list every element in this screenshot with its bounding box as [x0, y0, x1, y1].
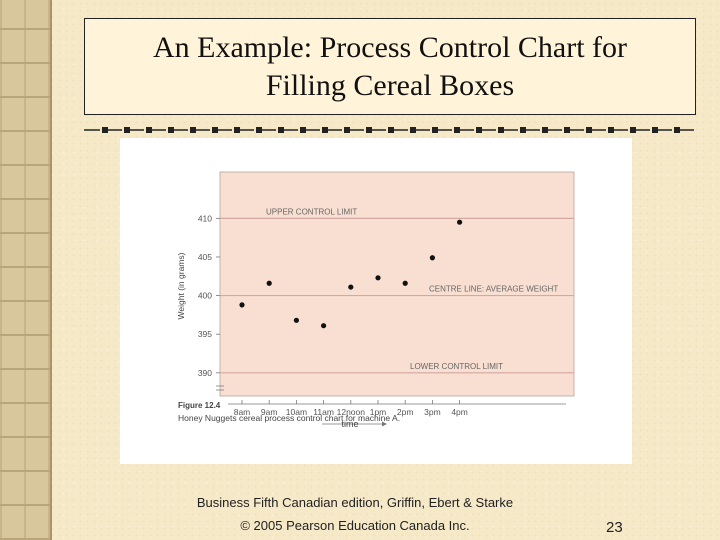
- footer-copyright: © 2005 Pearson Education Canada Inc.: [240, 518, 470, 533]
- data-point: [293, 317, 299, 323]
- x-tick-label: 12noon: [337, 407, 366, 417]
- y-tick-label: 405: [198, 252, 212, 262]
- data-point: [266, 280, 272, 286]
- chart-figure: UPPER CONTROL LIMIT CENTRE LINE: AVERAGE …: [120, 138, 632, 464]
- data-point: [402, 280, 408, 286]
- reference-line-label: CENTRE LINE: AVERAGE WEIGHT: [429, 285, 558, 294]
- divider-dot: [344, 127, 350, 133]
- divider-dot: [212, 127, 218, 133]
- process-control-chart: UPPER CONTROL LIMIT CENTRE LINE: AVERAGE …: [176, 171, 575, 429]
- x-tick-label: 11am: [313, 407, 334, 417]
- divider-dot: [388, 127, 394, 133]
- divider-dot: [300, 127, 306, 133]
- dashed-divider: [84, 127, 696, 133]
- reference-line-label: LOWER CONTROL LIMIT: [410, 362, 503, 371]
- figure-label: Figure 12.4: [178, 401, 221, 410]
- y-tick-label: 395: [198, 329, 212, 339]
- reference-line-label: UPPER CONTROL LIMIT: [266, 207, 357, 216]
- figure-caption: Honey Nuggets cereal process control cha…: [178, 413, 400, 423]
- x-tick-label: 4pm: [451, 407, 468, 417]
- divider-dot: [322, 127, 328, 133]
- data-point: [321, 323, 327, 329]
- divider-dot: [256, 127, 262, 133]
- y-tick-label: 390: [198, 368, 212, 378]
- divider-dot: [234, 127, 240, 133]
- divider-dot: [608, 127, 614, 133]
- time-arrow-head: [382, 421, 387, 427]
- footer-book-credit: Business Fifth Canadian edition, Griffin…: [196, 495, 514, 510]
- data-point: [375, 275, 381, 281]
- axis-break-mark: [216, 385, 224, 391]
- x-tick-label: 1pm: [370, 407, 387, 417]
- divider-dot: [146, 127, 152, 133]
- slide-title: An Example: Process Control Chart for Fi…: [152, 30, 628, 102]
- divider-dot: [520, 127, 526, 133]
- data-point: [429, 255, 435, 261]
- x-axis-label: time: [341, 419, 358, 429]
- divider-dot: [498, 127, 504, 133]
- title-box: An Example: Process Control Chart for Fi…: [84, 18, 696, 115]
- divider-dot: [674, 127, 680, 133]
- y-tick-label: 400: [198, 291, 212, 301]
- x-tick-label: 10am: [286, 407, 307, 417]
- plot-area: [219, 171, 575, 397]
- y-tick-label: 410: [198, 213, 212, 223]
- page-number: 23: [606, 519, 623, 536]
- divider-dot: [630, 127, 636, 133]
- divider-dot: [410, 127, 416, 133]
- data-point: [457, 219, 463, 225]
- x-tick-label: 3pm: [424, 407, 441, 417]
- divider-dot: [564, 127, 570, 133]
- x-tick-label: 8am: [234, 407, 251, 417]
- decorative-left-border: [0, 0, 52, 540]
- divider-dot: [586, 127, 592, 133]
- data-point: [348, 284, 354, 290]
- divider-dot: [102, 127, 108, 133]
- x-tick-label: 2pm: [397, 407, 414, 417]
- divider-dot: [168, 127, 174, 133]
- divider-dot: [124, 127, 130, 133]
- divider-dot: [278, 127, 284, 133]
- x-tick-label: 9am: [261, 407, 278, 417]
- divider-dot: [652, 127, 658, 133]
- divider-dot: [454, 127, 460, 133]
- data-point: [239, 302, 245, 308]
- y-axis-label: Weight (in grams): [176, 252, 186, 319]
- divider-dot: [542, 127, 548, 133]
- divider-dot: [432, 127, 438, 133]
- divider-dot: [366, 127, 372, 133]
- divider-dot: [476, 127, 482, 133]
- divider-dot: [190, 127, 196, 133]
